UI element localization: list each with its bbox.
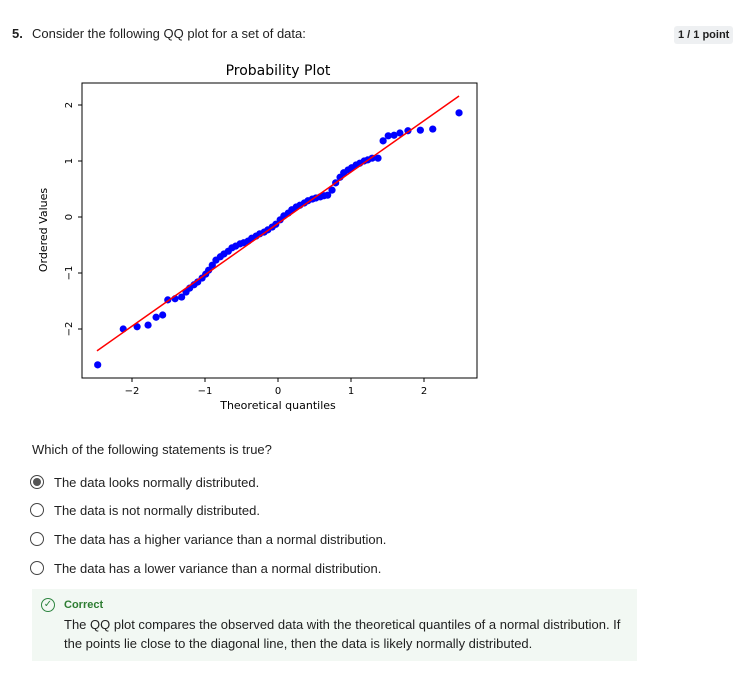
data-point [159,311,167,319]
data-point [390,131,398,139]
prompt: Which of the following statements is tru… [32,442,272,457]
data-point [429,125,437,133]
option-text: The data has a lower variance than a nor… [54,560,382,576]
option[interactable]: The data has a lower variance than a nor… [30,557,381,579]
data-point [208,261,216,269]
fit-line [96,95,460,352]
plot-frame [81,82,478,379]
data-point [178,293,186,301]
question-number: 5. [12,26,23,41]
option[interactable]: The data looks normally distributed. [30,471,259,493]
y-tick-label: 1 [64,158,75,164]
question-text: Consider the following QQ plot for a set… [32,26,306,41]
data-point [324,191,332,199]
option-text: The data is not normally distributed. [54,502,260,518]
option-text: The data looks normally distributed. [54,474,260,490]
option[interactable]: The data is not normally distributed. [30,499,260,521]
y-tick-label: 0 [64,214,75,220]
x-axis-label: Theoretical quantiles [219,399,336,412]
y-tick-label: −2 [64,322,75,337]
data-point [455,109,463,117]
data-point [374,154,382,162]
feedback-status: Correct [64,599,104,611]
x-tick-label: 1 [348,386,354,397]
y-tick-label: −1 [64,266,75,281]
option[interactable]: The data has a higher variance than a no… [30,528,386,550]
data-point [144,321,152,329]
option-text: The data has a higher variance than a no… [54,531,387,547]
data-point [152,313,160,321]
chart-title: Probability Plot [226,63,331,79]
feedback: ✓ Correct The QQ plot compares the obser… [32,589,637,661]
points-badge: 1 / 1 point [674,26,734,44]
data-point [205,266,213,274]
x-tick-label: −1 [198,386,213,397]
data-point [94,361,102,369]
feedback-text: The QQ plot compares the observed data w… [64,617,621,651]
y-axis-label: Ordered Values [37,188,50,272]
x-tick-label: −2 [125,386,140,397]
y-tick-label: 2 [64,102,75,108]
radio-button[interactable] [30,561,44,575]
data-point [384,132,392,140]
check-icon: ✓ [41,598,55,612]
x-tick-label: 2 [421,386,427,397]
data-point [133,323,141,331]
radio-button[interactable] [30,503,44,517]
radio-button[interactable] [30,532,44,546]
qq-plot: Probability Plot Theoretical quantiles O… [37,63,478,412]
data-point [328,186,336,194]
x-tick-label: 0 [275,386,281,397]
radio-button[interactable] [30,475,44,489]
data-point [396,129,404,137]
data-point [379,137,387,145]
data-point [416,126,424,134]
